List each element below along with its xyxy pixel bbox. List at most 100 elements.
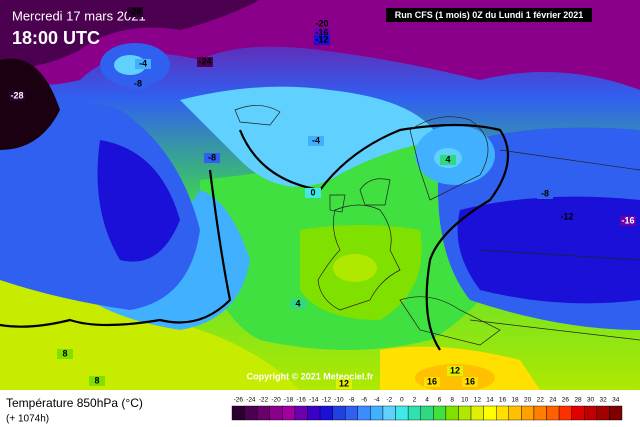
contour-label-bg bbox=[314, 35, 330, 45]
scale-label: 6 bbox=[438, 397, 442, 404]
scale-label: 2 bbox=[413, 397, 417, 404]
contour-label-bg bbox=[559, 212, 575, 222]
contour-label-bg bbox=[130, 79, 146, 89]
scale-label: -4 bbox=[374, 397, 380, 404]
contour-label-bg bbox=[314, 28, 330, 38]
footer-title: Température 850hPa (°C) bbox=[6, 396, 143, 410]
scale-swatch bbox=[521, 405, 535, 421]
scale-swatch bbox=[546, 405, 560, 421]
scale-label: 22 bbox=[537, 397, 545, 404]
contour-label-bg bbox=[89, 376, 105, 386]
scale-label: 16 bbox=[499, 397, 507, 404]
scale-swatch bbox=[596, 405, 610, 421]
contour-label: -8 bbox=[134, 78, 142, 88]
scale-swatch bbox=[407, 405, 421, 421]
contour-label-bg bbox=[135, 59, 151, 69]
contour-label: -8 bbox=[541, 188, 549, 198]
scale-swatch bbox=[256, 405, 270, 421]
scale-swatch bbox=[269, 405, 283, 421]
scale-swatch bbox=[458, 405, 472, 421]
scale-swatch bbox=[420, 405, 434, 421]
scale-label: 10 bbox=[461, 397, 469, 404]
temperature-field bbox=[0, 0, 640, 390]
scale-swatch bbox=[332, 405, 346, 421]
date-label: Mercredi 17 mars 2021 bbox=[12, 8, 146, 23]
contour-label-bg bbox=[462, 377, 478, 387]
scale-label: 14 bbox=[486, 397, 494, 404]
contour-label: -16 bbox=[315, 27, 328, 37]
run-box bbox=[386, 8, 592, 22]
scale-swatch bbox=[508, 405, 522, 421]
footer-lead: (+ 1074h) bbox=[6, 414, 49, 425]
scale-swatch bbox=[382, 405, 396, 421]
scale-label: 32 bbox=[600, 397, 608, 404]
scale-label: -6 bbox=[361, 397, 367, 404]
contour-label: -4 bbox=[312, 135, 320, 145]
contour-label-bg bbox=[440, 155, 456, 165]
scale-swatch bbox=[244, 405, 258, 421]
scale-swatch bbox=[584, 405, 598, 421]
contour-label-bg bbox=[57, 349, 73, 359]
contour-label: -28 bbox=[10, 90, 23, 100]
contour-label-bg bbox=[424, 377, 440, 387]
contour-label-bg bbox=[314, 19, 330, 29]
contour-label-bg bbox=[290, 299, 306, 309]
contour-label-bg bbox=[204, 153, 220, 163]
scale-label: -12 bbox=[322, 397, 332, 404]
contour-label: -28 bbox=[128, 6, 141, 16]
contour-label: 4 bbox=[445, 154, 450, 164]
scale-label: 4 bbox=[425, 397, 429, 404]
contour-label: -24 bbox=[198, 56, 211, 66]
scale-label: -14 bbox=[309, 397, 319, 404]
scale-label: 20 bbox=[524, 397, 532, 404]
scale-swatch bbox=[294, 405, 308, 421]
contour-label-bg bbox=[620, 216, 636, 226]
scale-label: 18 bbox=[511, 397, 519, 404]
scale-swatch bbox=[357, 405, 371, 421]
run-label: Run CFS (1 mois) 0Z du Lundi 1 février 2… bbox=[395, 10, 584, 20]
scale-swatch bbox=[609, 405, 623, 421]
scale-label: -18 bbox=[284, 397, 294, 404]
scale-label: 34 bbox=[612, 397, 620, 404]
scale-label: -8 bbox=[349, 397, 355, 404]
scale-swatch bbox=[470, 405, 484, 421]
scale-swatch bbox=[307, 405, 321, 421]
scale-label: -2 bbox=[386, 397, 392, 404]
scale-label: -20 bbox=[271, 397, 281, 404]
contour-label: 16 bbox=[427, 376, 437, 386]
scale-label: -26 bbox=[234, 397, 244, 404]
scale-label: 30 bbox=[587, 397, 595, 404]
contour-label-bg bbox=[305, 188, 321, 198]
scale-label: -16 bbox=[296, 397, 306, 404]
contour-label-bg bbox=[308, 136, 324, 146]
scale-label: 8 bbox=[450, 397, 454, 404]
scale-label: 12 bbox=[474, 397, 482, 404]
contour-label-bg bbox=[336, 379, 352, 389]
scale-label: -10 bbox=[334, 397, 344, 404]
scale-swatch bbox=[433, 405, 447, 421]
scale-label: -22 bbox=[259, 397, 269, 404]
contour-label: 0 bbox=[310, 187, 315, 197]
scale-swatch bbox=[445, 405, 459, 421]
contour-label-bg bbox=[447, 366, 463, 376]
contour-label: 16 bbox=[465, 376, 475, 386]
contour-label: -4 bbox=[139, 58, 147, 68]
contour-label: -16 bbox=[621, 215, 634, 225]
contour-label: 8 bbox=[94, 375, 99, 385]
scale-swatch bbox=[483, 405, 497, 421]
scale-swatch bbox=[395, 405, 409, 421]
scale-label: 26 bbox=[562, 397, 570, 404]
contour-label: -8 bbox=[208, 152, 216, 162]
scale-swatch bbox=[533, 405, 547, 421]
scale-label: -24 bbox=[246, 397, 256, 404]
contour-label: 12 bbox=[450, 365, 460, 375]
scale-swatch bbox=[345, 405, 359, 421]
scale-label: 28 bbox=[574, 397, 582, 404]
contour-label-bg bbox=[197, 57, 213, 67]
scale-swatch bbox=[571, 405, 585, 421]
contour-label: 4 bbox=[295, 298, 300, 308]
scale-label: 0 bbox=[400, 397, 404, 404]
contour-label: -12 bbox=[560, 211, 573, 221]
contour-label-bg bbox=[127, 7, 143, 17]
scale-swatch bbox=[282, 405, 296, 421]
